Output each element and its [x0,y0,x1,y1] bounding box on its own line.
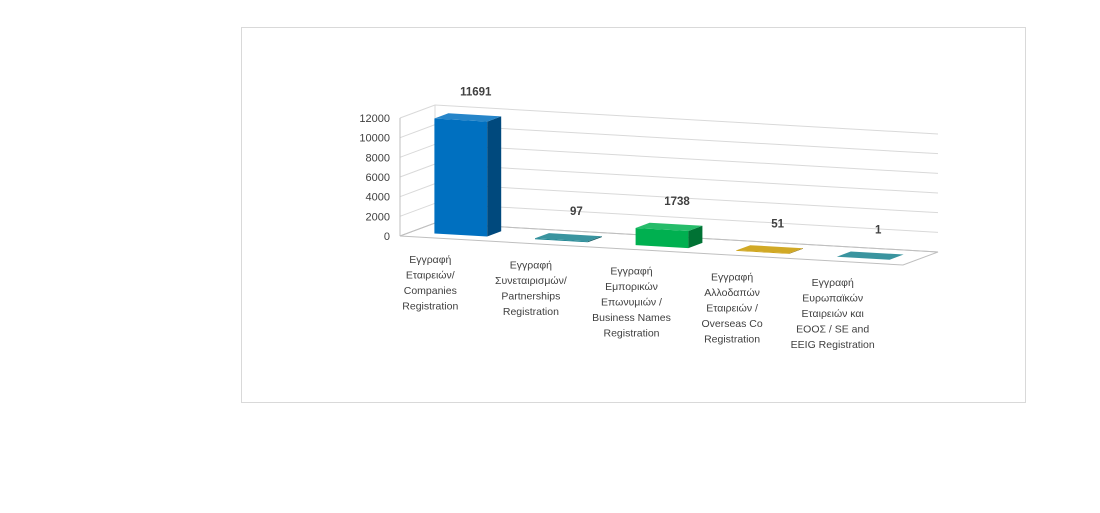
bar [836,251,904,260]
x-tick-label: Εγγραφή Εμπορικών Επωνυμιών / Business Name… [592,266,671,340]
y-tick-label: 12000 [359,113,390,125]
y-tick-label: 10000 [359,133,390,145]
bar-side-face [789,248,803,254]
x-tick-label: Εγγραφή Συνεταιρισμών/Partnerships Registr… [495,260,567,319]
bar [635,222,703,249]
bar-top-face [736,245,803,254]
x-tick-label: Εγγραφή Ευρωπαϊκών Εταιρειών και ΕΟΟΣ / SE … [791,277,875,351]
bar-side-face [688,225,703,249]
data-labels: 11691 97 1738 51 1 [460,86,882,236]
bar-top-face [434,113,502,122]
y-tick-label: 2000 [366,211,390,223]
x-tick-label: Εγγραφή Εταιρειών/Companies Registration [402,254,458,313]
bar-side-face [587,236,602,243]
bar-top-face [836,251,904,260]
data-label: 1 [875,225,882,237]
data-label: 97 [570,206,583,218]
bar-front-face [434,118,488,237]
x-axis-labels: Εγγραφή Εταιρειών/Companies Registration Εγ… [402,254,875,351]
y-tick-label: 0 [384,231,390,243]
y-tick-label: 6000 [366,172,390,184]
bar-top-face [535,233,602,242]
bar-front-face [535,238,588,243]
bar [736,245,803,254]
chart-frame: 0 2000 4000 6000 8000 10000 12000 11691 97 1738 5… [241,27,1026,403]
chart-3d-bar: 0 2000 4000 6000 8000 10000 12000 11691 97 1738 5… [359,86,939,351]
x-tick-label: Εγγραφή Αλλοδαπών Εταιρειών / Overseas Co Re… [701,271,762,345]
bar-side-face [487,116,502,237]
data-label: 1738 [664,196,690,208]
y-axis-ticks: 0 2000 4000 6000 8000 10000 12000 [359,113,390,243]
y-tick-label: 4000 [366,192,390,204]
bar-top-face [635,222,703,231]
data-label: 51 [771,218,784,230]
y-tick-label: 8000 [366,152,390,164]
bar-front-face [635,228,689,249]
bar [535,233,602,243]
data-label: 11691 [460,86,492,98]
bars [434,113,904,260]
bar [434,113,502,237]
bar-front-face [736,250,789,254]
